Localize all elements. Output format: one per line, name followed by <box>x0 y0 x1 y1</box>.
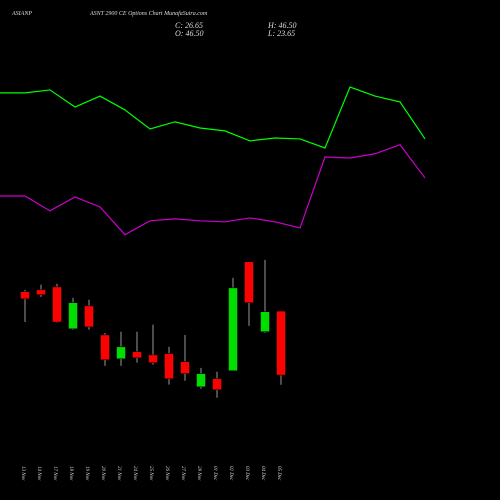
candle-body <box>228 287 238 371</box>
x-tick-label: 25 Nov <box>148 466 153 481</box>
candle-body <box>164 353 174 380</box>
x-tick-label: 27 Nov <box>180 466 185 481</box>
candle-body <box>116 346 126 360</box>
x-tick-label: 01 Dec <box>212 466 217 481</box>
candle-body <box>20 291 30 300</box>
candle-body <box>148 354 158 363</box>
x-tick-label: 20 Nov <box>100 466 105 481</box>
candle-body <box>52 286 62 323</box>
x-tick-label: 18 Nov <box>68 466 73 481</box>
candle-body <box>244 261 254 303</box>
x-tick-label: 28 Nov <box>196 466 201 481</box>
candle-body <box>260 311 270 332</box>
candle-body <box>132 351 142 359</box>
info-label: H: 46.50 <box>267 21 296 30</box>
candle-body <box>196 373 206 388</box>
info-label: O: 46.50 <box>175 29 203 38</box>
x-tick-label: 13 Nov <box>20 466 25 481</box>
candle-body <box>36 289 46 295</box>
x-tick-label: 26 Nov <box>164 466 169 481</box>
x-tick-label: 17 Nov <box>52 466 57 481</box>
x-tick-label: 19 Nov <box>84 466 89 481</box>
x-tick-label: 03 Dec <box>244 466 249 481</box>
info-label: L: 23.65 <box>267 29 295 38</box>
indicator-line <box>0 144 426 236</box>
x-tick-label: 04 Dec <box>260 466 265 481</box>
x-tick-label: 24 Nov <box>132 466 137 481</box>
x-tick-label: 05 Dec <box>276 466 281 481</box>
candle-body <box>180 361 190 374</box>
candle-body <box>68 302 78 330</box>
ticker: ASIANP <box>11 11 32 17</box>
candle-body <box>100 334 110 361</box>
candle-body <box>276 310 286 376</box>
x-tick-label: 21 Nov <box>116 466 121 481</box>
x-tick-label: 02 Dec <box>228 466 233 481</box>
indicator-line <box>0 86 426 149</box>
candle-body <box>84 305 94 328</box>
chart-title: ASNT 2900 CE Options Chart MunafaSutra.c… <box>89 10 208 17</box>
info-label: C: 26.65 <box>175 21 203 30</box>
candle-body <box>212 378 222 390</box>
x-tick-label: 14 Nov <box>36 466 41 481</box>
